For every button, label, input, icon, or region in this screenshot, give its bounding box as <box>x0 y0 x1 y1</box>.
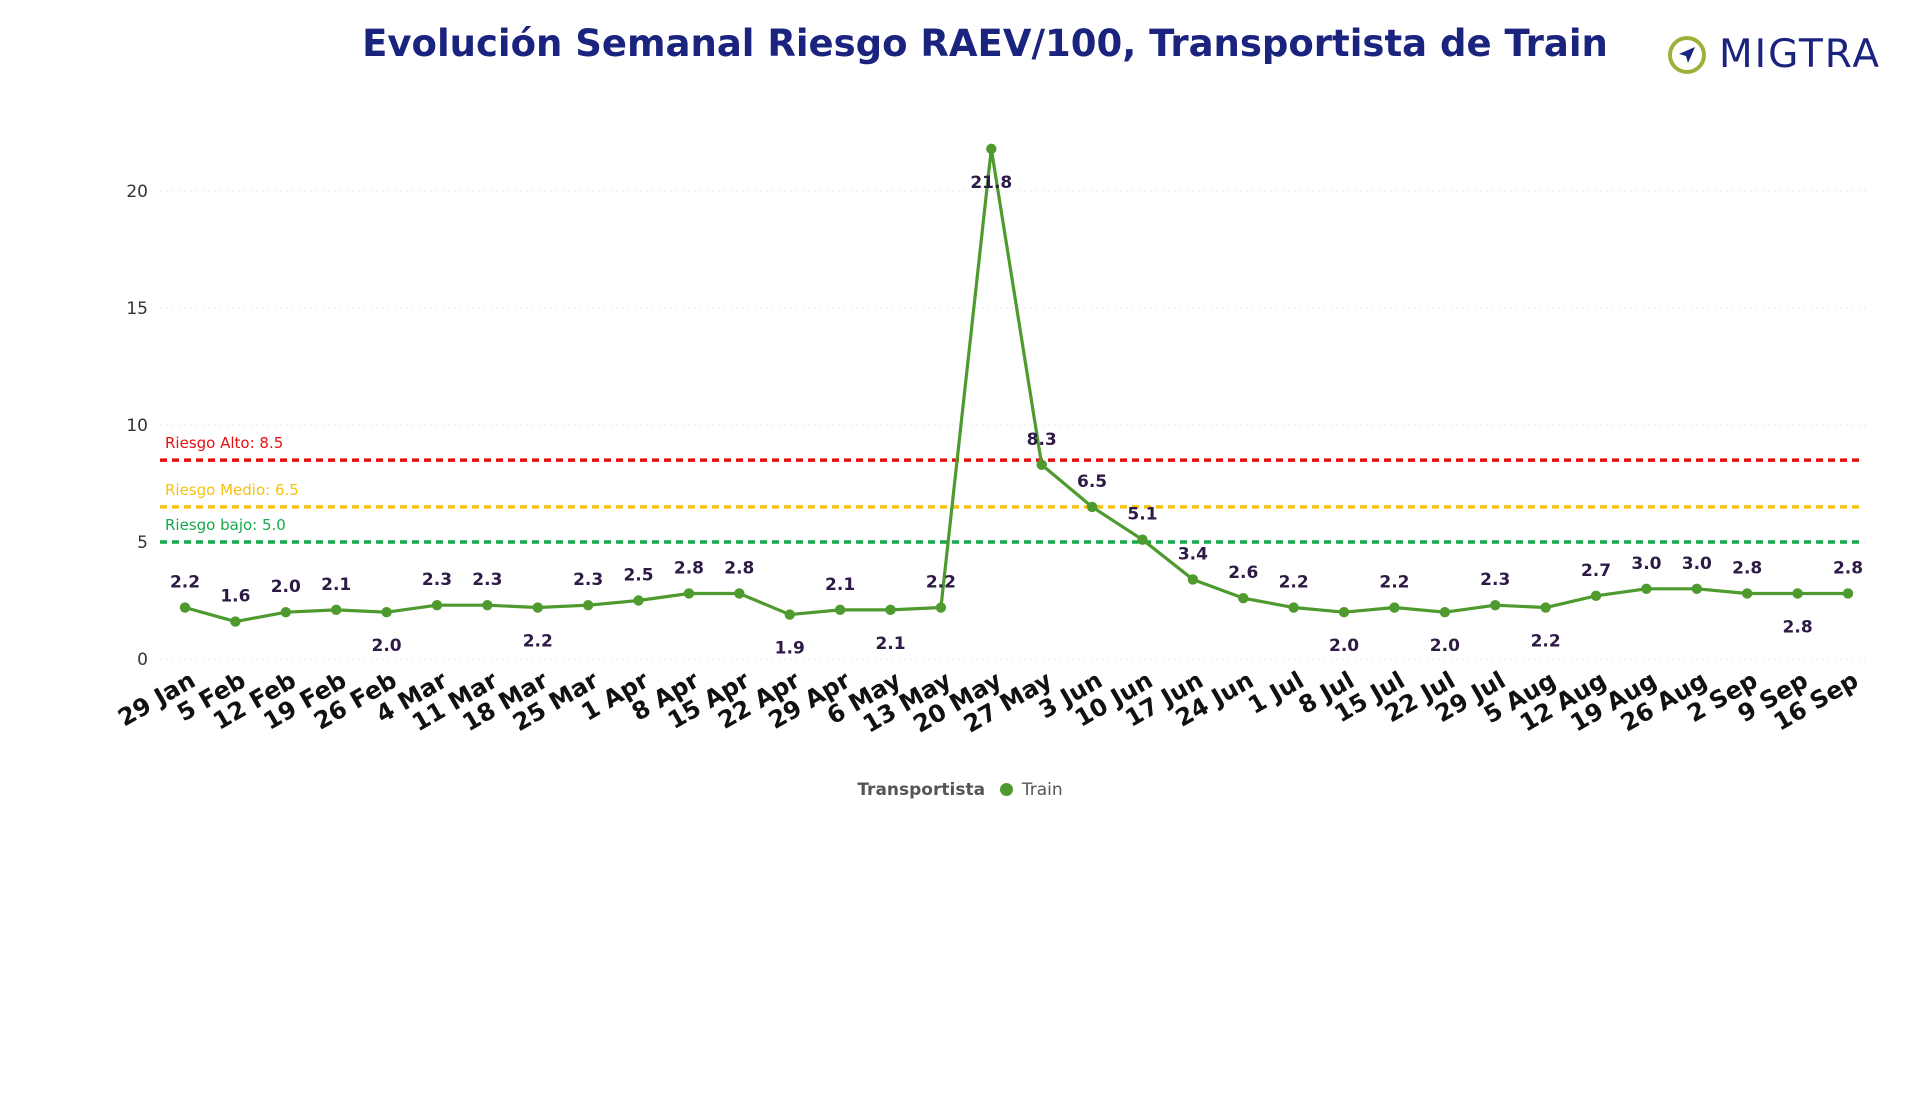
data-point <box>482 599 493 611</box>
reference-line-label: Riesgo bajo: 5.0 <box>165 516 286 534</box>
data-point <box>1490 599 1501 611</box>
data-label: 2.8 <box>724 558 754 578</box>
data-label: 2.2 <box>926 573 956 593</box>
data-point <box>1439 607 1451 618</box>
data-point <box>1590 590 1602 602</box>
data-point <box>1238 592 1249 604</box>
data-labels: 2.2 1.6 2.0 2.1 2.0 2.3 2.3 2.2 2.3 2.5 2.8 2.8 1.9 2… <box>170 173 1863 659</box>
data-label: 2.6 <box>1228 563 1258 583</box>
data-label: 2.0 <box>1329 636 1359 656</box>
legend-title: Transportista <box>857 780 986 800</box>
legend-series-label: Train <box>1021 780 1063 800</box>
data-label: 2.8 <box>674 558 704 578</box>
series-train <box>179 143 1854 627</box>
reference-lines: Riesgo Alto: 8.5 Riesgo Medio: 6.5 Riesgo … <box>160 434 1860 544</box>
data-label: 2.2 <box>1379 573 1409 593</box>
data-label: 2.0 <box>372 636 402 656</box>
data-point <box>179 602 191 613</box>
data-point <box>1792 588 1803 599</box>
data-point <box>784 609 795 620</box>
data-label: 2.0 <box>271 577 301 597</box>
data-point <box>1691 583 1703 594</box>
data-label: 2.3 <box>573 570 603 590</box>
line-chart: 0 5 10 15 20 Riesgo Alto: 8.5 Riesgo Medio: 6… <box>113 143 1870 739</box>
data-point <box>1086 501 1098 513</box>
data-point <box>1187 574 1199 585</box>
data-point <box>1540 602 1551 613</box>
data-label: 2.2 <box>1531 632 1561 652</box>
data-point <box>532 602 543 613</box>
legend-marker <box>1000 783 1014 796</box>
data-label: 3.0 <box>1682 554 1712 574</box>
data-label: 21.8 <box>970 173 1012 193</box>
data-point <box>230 616 241 627</box>
legend: Transportista Train <box>0 780 1920 800</box>
data-label: 2.1 <box>875 634 905 654</box>
data-label: 3.0 <box>1631 554 1661 574</box>
data-label: 2.3 <box>422 570 452 590</box>
data-label: 2.8 <box>1783 617 1813 637</box>
data-label: 3.4 <box>1178 544 1208 564</box>
data-label: 2.8 <box>1833 558 1863 578</box>
data-label: 2.7 <box>1581 561 1611 581</box>
data-point <box>381 607 392 618</box>
data-point <box>1389 602 1400 613</box>
data-label: 2.1 <box>321 575 351 595</box>
reference-line-label: Riesgo Alto: 8.5 <box>165 434 283 452</box>
data-label: 2.2 <box>170 573 200 593</box>
data-label: 2.3 <box>1480 570 1510 590</box>
data-point <box>1036 459 1047 470</box>
data-point <box>935 602 947 613</box>
gridlines <box>160 190 1870 660</box>
data-label: 2.5 <box>623 566 653 586</box>
y-tick-label: 20 <box>126 182 148 202</box>
y-axis: 0 5 10 15 20 <box>126 182 148 670</box>
data-point <box>582 599 594 611</box>
reference-line-label: Riesgo Medio: 6.5 <box>165 481 299 499</box>
data-label: 1.6 <box>220 587 250 607</box>
data-label: 1.9 <box>775 639 805 659</box>
data-point <box>1338 607 1350 618</box>
data-point <box>683 588 695 599</box>
data-point <box>1641 583 1652 594</box>
data-label: 2.8 <box>1732 558 1762 578</box>
data-label: 2.3 <box>472 570 502 590</box>
y-tick-label: 10 <box>126 416 148 436</box>
data-label: 2.2 <box>523 632 553 652</box>
data-point <box>330 604 342 616</box>
data-point <box>1137 534 1148 545</box>
data-point <box>1742 588 1753 599</box>
data-point <box>1842 588 1854 599</box>
chart-title: Evolución Semanal Riesgo RAEV/100, Trans… <box>362 22 1608 65</box>
y-tick-label: 15 <box>126 299 148 319</box>
series-line <box>184 147 1848 624</box>
data-point <box>280 607 291 618</box>
data-point <box>734 588 745 599</box>
data-label: 2.1 <box>825 575 855 595</box>
data-label: 5.1 <box>1127 505 1157 525</box>
logo-text: MIGTRA <box>1719 32 1882 77</box>
data-label: 2.2 <box>1279 573 1309 593</box>
compass-circle-icon <box>1668 36 1706 74</box>
data-point <box>1288 602 1299 613</box>
data-point <box>986 143 997 155</box>
y-tick-label: 0 <box>137 650 148 670</box>
data-label: 2.0 <box>1430 636 1460 656</box>
migtra-logo: MIGTRA <box>1665 32 1905 78</box>
data-label: 8.3 <box>1027 430 1057 450</box>
y-tick-label: 5 <box>137 533 148 553</box>
data-point <box>834 604 846 616</box>
data-point <box>431 599 443 611</box>
data-label: 6.5 <box>1077 472 1107 492</box>
data-point <box>633 595 644 606</box>
data-point <box>885 604 896 616</box>
